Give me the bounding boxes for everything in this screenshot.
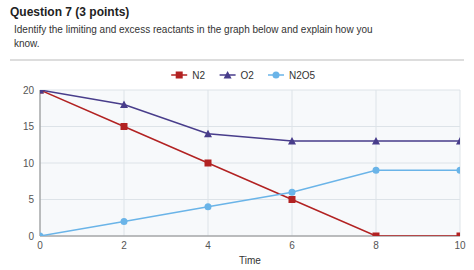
grid-line <box>40 90 41 236</box>
x-tick-label: 8 <box>373 240 379 251</box>
series-line <box>40 90 460 236</box>
data-point <box>288 137 296 145</box>
data-point <box>456 137 460 145</box>
axes: 0 5 10 15 20 0 2 4 6 8 10 <box>23 85 466 252</box>
grid-line <box>376 90 377 236</box>
data-point <box>373 167 380 174</box>
data-point <box>373 233 380 237</box>
subtitle: know. <box>14 38 40 49</box>
data-point <box>205 203 212 210</box>
x-tick-label: 0 <box>37 240 43 251</box>
legend-marker <box>224 71 232 79</box>
series-group <box>40 90 460 236</box>
y-tick-label: 5 <box>28 194 34 205</box>
legend-label: N2 <box>192 70 205 81</box>
grid-line <box>40 126 460 127</box>
data-point <box>372 137 380 145</box>
data-point <box>204 130 212 138</box>
series-line <box>40 170 460 236</box>
data-point <box>40 233 44 237</box>
data-point <box>40 90 44 94</box>
data-point <box>205 160 212 167</box>
x-tick-label: 2 <box>121 240 127 251</box>
data-point <box>289 196 296 203</box>
subtitle: Identify the limiting and excess reactan… <box>14 24 373 35</box>
series-line <box>40 90 460 141</box>
y-tick-label: 10 <box>23 158 35 169</box>
legend-marker <box>176 72 183 79</box>
grid-line <box>124 90 125 236</box>
y-tick-label: 15 <box>23 121 35 132</box>
x-tick-label: 4 <box>205 240 211 251</box>
data-point <box>289 189 296 196</box>
chart: Question 7 (3 points) Identify the limiti… <box>0 0 474 270</box>
data-point <box>121 123 128 130</box>
legend: N2 O2 N2O5 <box>171 70 315 81</box>
legend-label: O2 <box>241 70 255 81</box>
title: Question 7 (3 points) <box>10 5 129 19</box>
x-tick-label: 6 <box>289 240 295 251</box>
legend-marker <box>273 72 280 79</box>
y-axis <box>40 90 41 236</box>
separator <box>10 60 464 61</box>
data-point <box>121 218 128 225</box>
x-tick-label: 10 <box>454 240 466 251</box>
y-tick-label: 0 <box>28 231 34 242</box>
data-point <box>457 233 461 237</box>
grid-line <box>40 163 460 164</box>
x-axis-label: Time <box>239 255 261 266</box>
data-point <box>120 101 128 109</box>
grid-line <box>40 90 460 91</box>
y-tick-label: 20 <box>23 85 35 96</box>
plot-area <box>40 90 460 236</box>
legend-label: N2O5 <box>289 70 316 81</box>
data-point <box>457 167 461 174</box>
grid-line <box>292 90 293 236</box>
grid-line <box>460 90 461 236</box>
